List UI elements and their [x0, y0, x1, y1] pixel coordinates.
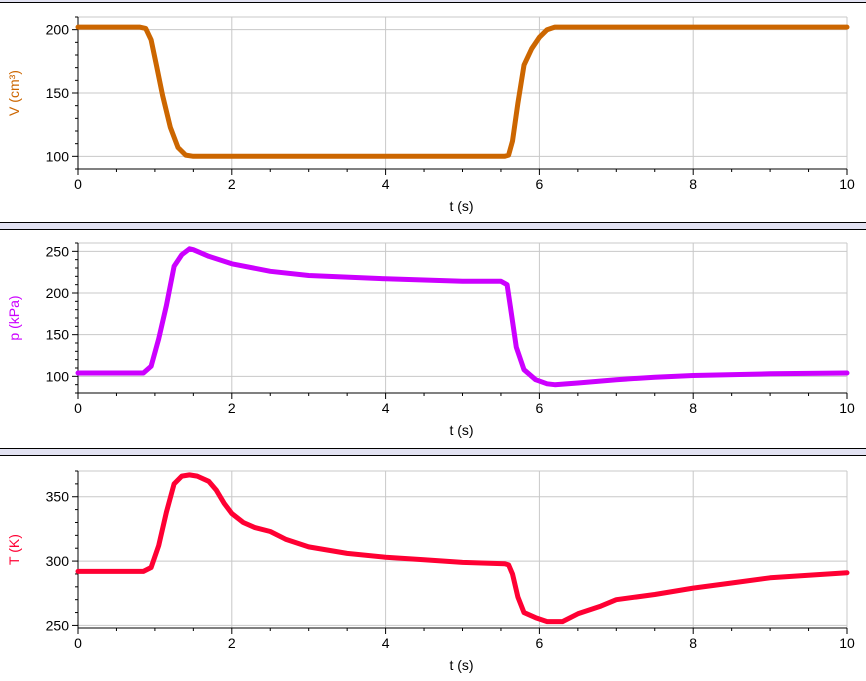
x-tick-label: 8	[689, 635, 697, 651]
x-tick-label: 6	[536, 635, 544, 651]
panel-separator-top	[0, 0, 866, 3]
panel-separator	[0, 448, 866, 456]
x-tick-label: 0	[74, 635, 82, 651]
pressure-chart-panel: 0 2 4 6 8 10 100 150 200 250 t (s) p (kPa)	[0, 230, 866, 448]
x-axis-label: t (s)	[449, 657, 473, 673]
y-tick-label: 250	[46, 243, 70, 259]
y-tick-label: 150	[46, 327, 70, 343]
x-tick-label: 10	[839, 400, 855, 416]
y-axis-label: V (cm³)	[6, 70, 22, 116]
y-axis-label: T (K)	[6, 534, 22, 565]
x-tick-label: 2	[228, 635, 236, 651]
series-line	[75, 246, 850, 388]
x-axis-label: t (s)	[449, 422, 473, 438]
volume-chart: 0 2 4 6 8 10 100 150 200 t (s) V (cm³)	[6, 16, 855, 214]
x-tick-label: 8	[689, 400, 697, 416]
x-tick-label: 2	[228, 176, 236, 192]
y-tick-label: 100	[46, 368, 70, 384]
x-tick-label: 10	[839, 635, 855, 651]
x-tick-label: 10	[839, 176, 855, 192]
x-tick-label: 0	[74, 400, 82, 416]
pressure-chart: 0 2 4 6 8 10 100 150 200 250 t (s) p (kPa)	[6, 242, 855, 438]
x-tick-label: 6	[536, 176, 544, 192]
y-tick-label: 200	[46, 22, 70, 38]
temperature-chart: 0 2 4 6 8 10 250 300 350 t (s) T (K)	[6, 470, 855, 673]
x-tick-label: 0	[74, 176, 82, 192]
x-axis-label: t (s)	[449, 198, 473, 214]
x-tick-label: 6	[536, 400, 544, 416]
y-tick-label: 100	[46, 148, 70, 164]
series-line	[75, 472, 850, 625]
y-axis-label: p (kPa)	[6, 295, 22, 340]
panel-separator	[0, 222, 866, 230]
y-tick-label: 150	[46, 85, 70, 101]
y-tick-label: 250	[46, 617, 70, 633]
y-tick-label: 200	[46, 285, 70, 301]
temperature-chart-panel: 0 2 4 6 8 10 250 300 350 t (s) T (K)	[0, 456, 866, 681]
x-tick-label: 8	[689, 176, 697, 192]
x-tick-label: 4	[382, 400, 390, 416]
x-tick-label: 4	[382, 176, 390, 192]
y-tick-label: 300	[46, 553, 70, 569]
series-line	[75, 24, 850, 159]
y-tick-label: 350	[46, 489, 70, 505]
x-tick-label: 4	[382, 635, 390, 651]
x-tick-label: 2	[228, 400, 236, 416]
volume-chart-panel: 0 2 4 6 8 10 100 150 200 t (s) V (cm³)	[0, 3, 866, 222]
